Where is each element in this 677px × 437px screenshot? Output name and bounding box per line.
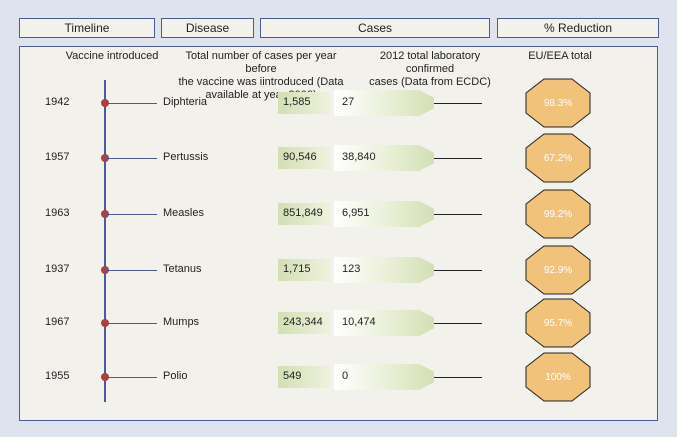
cases-2012-value: 6,951 xyxy=(342,207,370,219)
octagon-badge: 67.2% xyxy=(525,133,591,183)
cases-before-value: 243,344 xyxy=(283,316,323,328)
octagon-badge: 98.3% xyxy=(525,78,591,128)
row-year: 1955 xyxy=(45,370,70,382)
row-disease: Measles xyxy=(163,207,204,219)
header-timeline: Timeline xyxy=(19,18,155,38)
timeline-connector xyxy=(105,377,157,378)
header-cases: Cases xyxy=(260,18,490,38)
cases-2012-label: 2012 total laboratory confirmed cases (D… xyxy=(369,50,491,88)
eu-total-label: EU/EEA total xyxy=(528,50,592,62)
syringe-icon xyxy=(278,366,330,388)
row-year: 1937 xyxy=(45,263,70,275)
timeline-connector xyxy=(105,103,157,104)
syringe-needle xyxy=(434,377,482,378)
row-year: 1967 xyxy=(45,316,70,328)
syringe-needle xyxy=(434,214,482,215)
syringe-needle xyxy=(434,323,482,324)
syringe-icon xyxy=(278,92,330,114)
syringe-icon xyxy=(334,364,434,390)
reduction-value: 92.9% xyxy=(543,264,573,276)
cases-2012-value: 27 xyxy=(342,96,355,108)
row-disease: Diphteria xyxy=(163,96,208,108)
octagon-badge: 99.2% xyxy=(525,189,591,239)
syringe-icon xyxy=(334,145,434,171)
row-year: 1957 xyxy=(45,151,70,163)
octagon-badge: 92.9% xyxy=(525,245,591,295)
syringe-needle xyxy=(434,103,482,104)
cases-2012-value: 0 xyxy=(342,370,349,382)
cases-before-value: 851,849 xyxy=(283,207,323,219)
row-disease: Mumps xyxy=(163,316,200,328)
cases-before-value: 90,546 xyxy=(283,151,317,163)
syringe-icon xyxy=(278,312,330,334)
octagon-badge: 95.7% xyxy=(525,298,591,348)
syringe-icon xyxy=(278,147,330,169)
cases-2012-value: 10,474 xyxy=(342,316,376,328)
row-disease: Pertussis xyxy=(163,151,209,163)
syringe-icon xyxy=(278,259,330,281)
timeline-axis xyxy=(104,80,106,402)
timeline-connector xyxy=(105,270,157,271)
cases-2012-value: 38,840 xyxy=(342,151,376,163)
syringe-needle xyxy=(434,158,482,159)
cases-2012-value: 123 xyxy=(342,263,361,275)
syringe-icon xyxy=(334,257,434,283)
syringe-icon xyxy=(278,203,330,225)
row-disease: Polio xyxy=(163,370,188,382)
cases-before-value: 549 xyxy=(283,370,302,382)
octagon-badge: 100% xyxy=(525,352,591,402)
syringe-icon xyxy=(334,310,434,336)
cases-before-value: 1,585 xyxy=(283,96,311,108)
timeline-connector xyxy=(105,214,157,215)
cases-before-value: 1,715 xyxy=(283,263,311,275)
syringe-icon xyxy=(334,201,434,227)
syringe-needle xyxy=(434,270,482,271)
reduction-value: 99.2% xyxy=(543,208,573,220)
header-reduction: % Reduction xyxy=(497,18,659,38)
reduction-value: 98.3% xyxy=(543,97,573,109)
reduction-value: 67.2% xyxy=(543,152,573,164)
reduction-value: 100% xyxy=(545,371,571,383)
row-disease: Tetanus xyxy=(163,263,202,275)
syringe-icon xyxy=(334,90,434,116)
timeline-connector xyxy=(105,323,157,324)
reduction-value: 95.7% xyxy=(543,317,573,329)
timeline-connector xyxy=(105,158,157,159)
header-disease: Disease xyxy=(161,18,254,38)
row-year: 1963 xyxy=(45,207,70,219)
row-year: 1942 xyxy=(45,96,70,108)
vaccine-introduced-label: Vaccine introduced xyxy=(65,50,159,62)
